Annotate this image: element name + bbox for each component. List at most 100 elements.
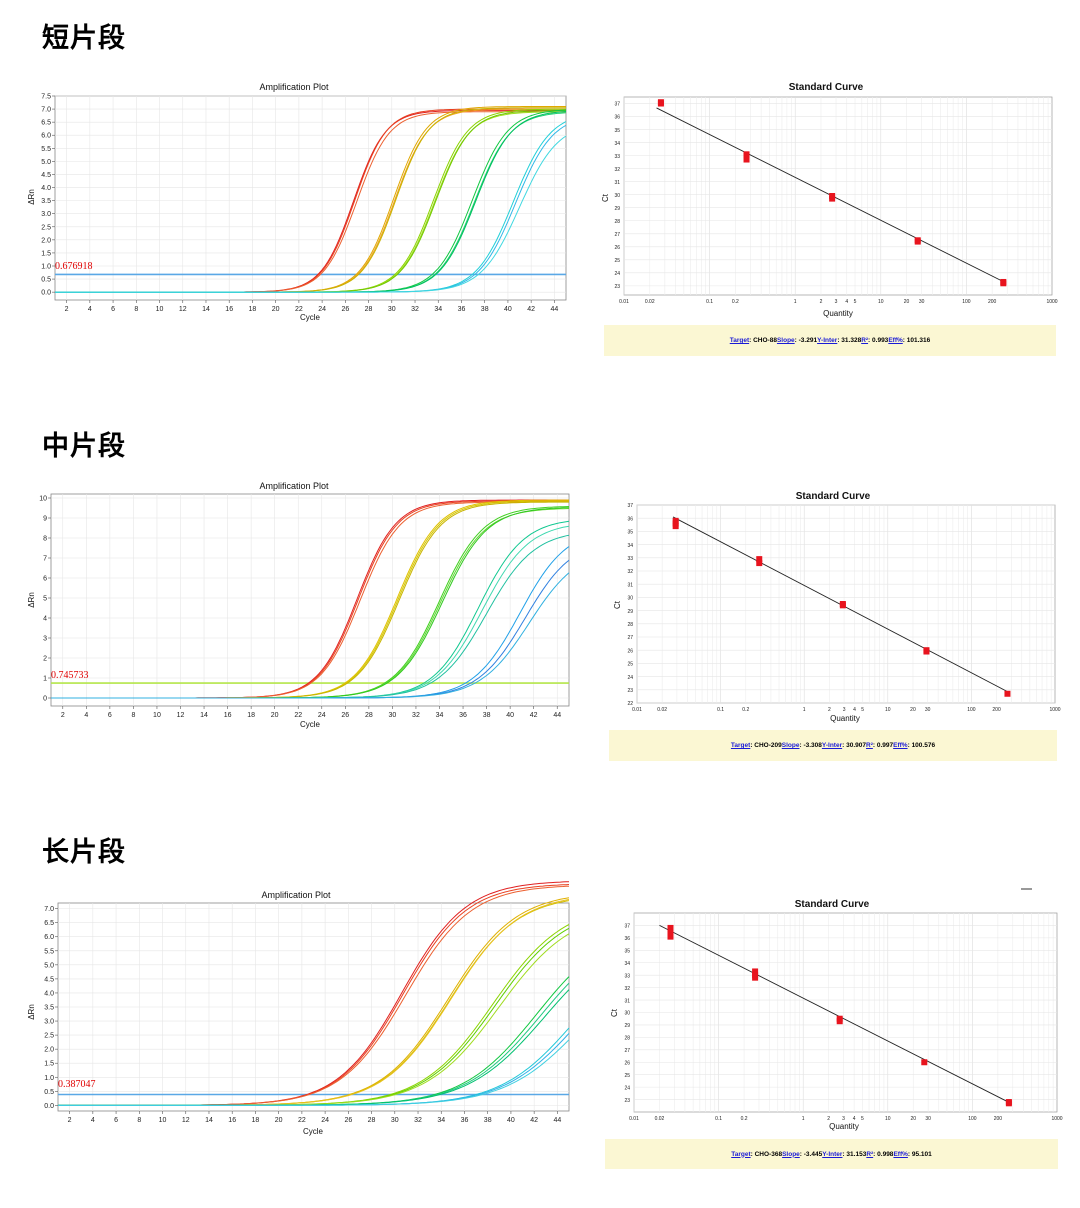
r2-link[interactable]: R² [861, 337, 869, 344]
grid [636, 504, 1055, 704]
data-point [752, 974, 759, 981]
y-tick-label: 2.5 [44, 1033, 54, 1040]
eff-link[interactable]: Eff% [893, 1150, 908, 1158]
data-point [752, 968, 759, 975]
y-tick-label: 23 [614, 284, 620, 290]
x-tick-label: 3 [842, 1116, 845, 1122]
y-tick-label: 32 [627, 569, 633, 575]
y-tick-label: 5.0 [41, 159, 51, 166]
eff-link[interactable]: Eff% [888, 337, 903, 344]
section-title-long: 长片段 [42, 837, 126, 868]
y-tick-label: 34 [627, 543, 633, 549]
y-tick-label: 5.5 [41, 146, 51, 153]
y-tick-label: 3.0 [44, 1019, 54, 1026]
x-tick-label: 20 [271, 712, 279, 719]
amplification-plot-medium: Amplification Plot Cycle ΔRn 2 4 6 8 10 12 14 1… [27, 481, 570, 729]
y-tick-label: 30 [624, 1011, 630, 1017]
y-tick-label: 7.5 [41, 94, 51, 101]
r2-link[interactable]: R² [866, 1150, 874, 1158]
data-point [667, 929, 674, 936]
amp-title: Amplification Plot [261, 890, 331, 900]
y-tick-label: 0.5 [44, 1089, 54, 1096]
x-tick-label: 0.1 [717, 707, 724, 713]
x-tick-label: 2 [828, 707, 831, 713]
x-tick-label: 30 [925, 1116, 931, 1122]
x-tick-label: 10 [885, 707, 891, 713]
y-tick-label: 30 [627, 596, 633, 602]
y-tick-label: 7 [43, 556, 47, 563]
y-tick-label: 36 [614, 115, 620, 121]
y-tick-label: 7.0 [44, 906, 54, 913]
data-point [836, 1018, 843, 1025]
data-point [839, 601, 846, 607]
x-tick-label: 1 [794, 299, 797, 305]
amplification-plot-long: Amplification Plot Cycle ΔRn 2 4 6 8 10 12 14 1… [27, 881, 570, 1136]
yinter-link[interactable]: Y-Inter [821, 742, 843, 749]
y-tick-label: 23 [624, 1098, 630, 1104]
y-tick-label: 3.5 [44, 1005, 54, 1012]
x-tick-label: 30 [389, 712, 397, 719]
x-tick-label: 16 [228, 1117, 236, 1124]
y-tick-label: 5.0 [44, 962, 54, 969]
x-tick-label: 0.2 [742, 707, 749, 713]
data-point [921, 1059, 928, 1066]
x-tick-label: 0.01 [629, 1116, 639, 1122]
yinter-link[interactable]: Y-Inter [822, 1150, 843, 1158]
x-tick-label: 22 [298, 1117, 306, 1124]
x-tick-label: 12 [182, 1117, 190, 1124]
eff-link[interactable]: Eff% [893, 742, 908, 749]
x-tick-label: 3 [835, 299, 838, 305]
std-ylabel: Ct [613, 600, 622, 609]
y-tick-label: 25 [627, 662, 633, 668]
x-tick-label: 10 [159, 1117, 167, 1124]
target-value: CHO-88 [753, 337, 777, 344]
y-tick-label: 31 [614, 180, 620, 186]
x-tick-label: 20 [904, 299, 910, 305]
y-tick-label: 2 [43, 656, 47, 663]
y-tick-label: 2.5 [41, 224, 51, 231]
x-tick-label: 34 [434, 306, 442, 313]
data-point [829, 193, 836, 199]
yinter-value: 30.907 [846, 742, 866, 749]
y-tick-label: 3 [43, 636, 47, 643]
threshold-label: 0.745733 [51, 670, 89, 681]
x-tick-label: 14 [200, 712, 208, 719]
y-tick-label: 4.5 [41, 172, 51, 179]
y-tick-label: 34 [614, 141, 620, 147]
grid [623, 97, 1052, 295]
x-tick-label: 32 [414, 1117, 422, 1124]
target-link[interactable]: Target [729, 337, 750, 344]
slope-link[interactable]: Slope [781, 742, 800, 749]
slope-link[interactable]: Slope [782, 1150, 800, 1158]
x-tick-label: 36 [458, 306, 466, 313]
slope-link[interactable]: Slope [776, 337, 795, 344]
y-tick-label: 37 [627, 503, 633, 509]
target-link[interactable]: Target [731, 1150, 751, 1158]
x-tick-label: 100 [968, 1116, 977, 1122]
slope-value: -3.445 [803, 1150, 823, 1158]
r2-value: 0.993 [872, 337, 889, 344]
x-tick-label: 100 [967, 707, 976, 713]
panel-medium: Amplification Plot Cycle ΔRn 2 4 6 8 10 12 14 1… [27, 481, 1061, 729]
x-tick-label: 44 [553, 1117, 561, 1124]
x-tick-label: 30 [919, 299, 925, 305]
std-title: Standard Curve [796, 491, 871, 502]
x-tick-label: 14 [205, 1117, 213, 1124]
x-tick-label: 20 [910, 707, 916, 713]
target-link[interactable]: Target [730, 742, 751, 749]
y-tick-label: 28 [614, 219, 620, 225]
stats-box-long: Target: CHO-368 Slope: -3.445 Y-Inter: 3… [605, 1139, 1058, 1169]
grid [51, 494, 569, 706]
y-tick-label: 25 [614, 258, 620, 264]
x-tick-label: 12 [179, 306, 187, 313]
threshold-label: 0.387047 [58, 1079, 96, 1090]
x-tick-label: 44 [550, 306, 558, 313]
yinter-link[interactable]: Y-Inter [817, 337, 838, 344]
threshold-label: 0.676918 [55, 261, 93, 272]
amp-xlabel: Cycle [300, 720, 321, 729]
y-tick-label: 2.0 [41, 237, 51, 244]
stats-box-medium: Target: CHO-209 Slope: -3.308 Y-Inter: 3… [609, 730, 1057, 761]
amp-xlabel: Cycle [300, 313, 321, 322]
r2-link[interactable]: R² [866, 742, 873, 749]
x-tick-label: 22 [295, 306, 303, 313]
